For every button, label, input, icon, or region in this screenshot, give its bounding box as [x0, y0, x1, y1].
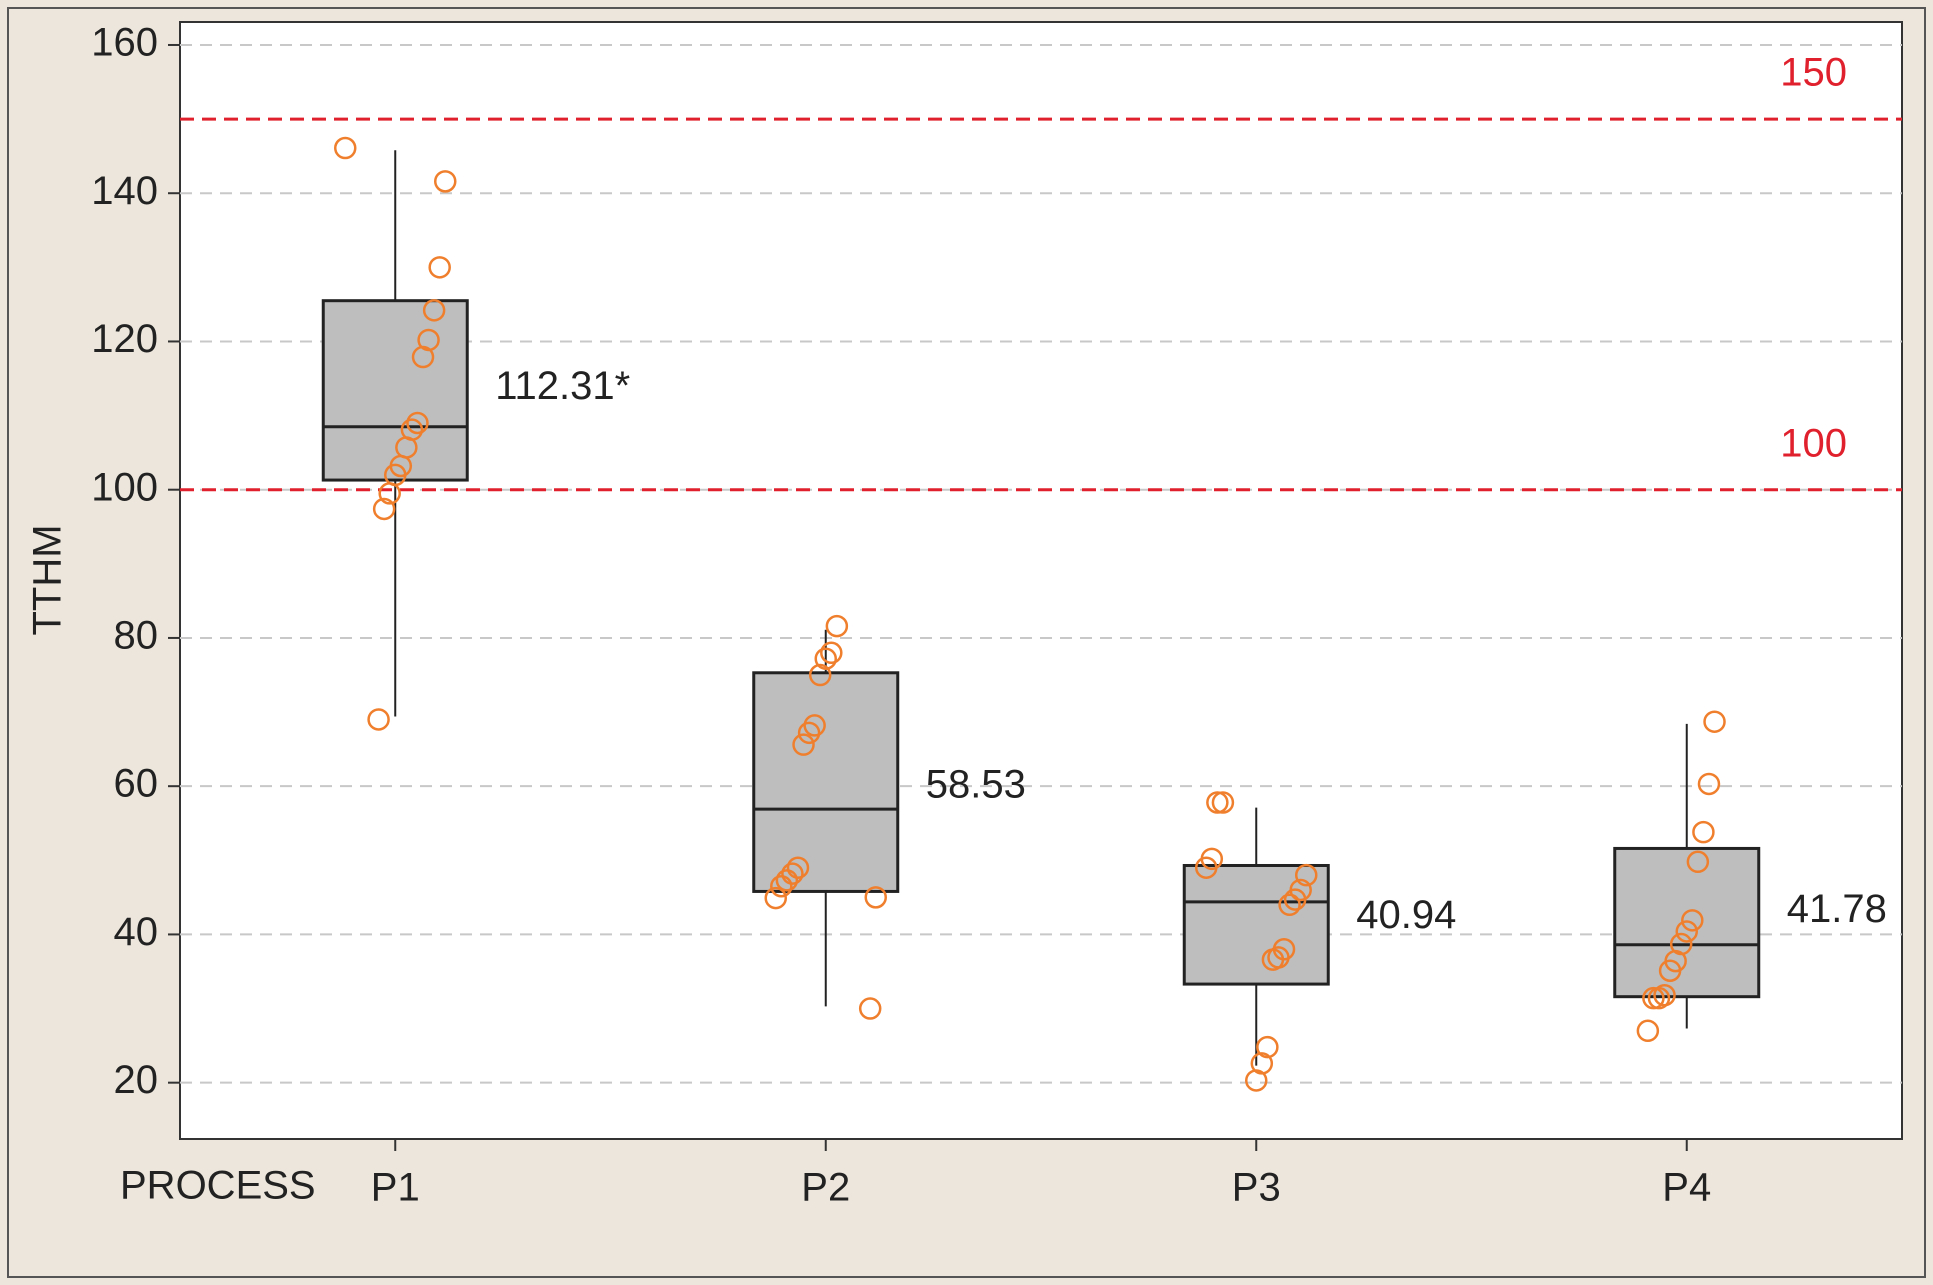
mean-label: 41.78 [1787, 887, 1887, 931]
point [864, 886, 887, 909]
x-tick-label: P1 [371, 1166, 420, 1210]
point [406, 411, 429, 435]
point [1675, 920, 1698, 943]
point [1686, 850, 1710, 874]
point [825, 614, 849, 638]
point [1256, 1035, 1279, 1059]
x-axis-label: PROCESS [120, 1164, 316, 1208]
point [428, 256, 451, 279]
point [367, 708, 390, 731]
point [858, 997, 882, 1020]
point [1261, 948, 1285, 971]
point [411, 345, 435, 369]
y-tick-label: 20 [114, 1058, 159, 1102]
point [1647, 986, 1671, 1010]
box [321, 299, 469, 482]
point [1206, 791, 1229, 814]
y-tick-label: 80 [114, 614, 159, 658]
y-tick-label: 100 [91, 465, 158, 509]
reference-label: 100 [1780, 421, 1847, 465]
mean-label: 40.94 [1356, 893, 1456, 937]
point [786, 856, 810, 879]
point [814, 647, 837, 670]
point [1278, 893, 1301, 917]
mean-label: 112.31* [495, 364, 630, 408]
point [1697, 772, 1721, 796]
point [808, 663, 832, 687]
point [1211, 791, 1235, 814]
point [820, 641, 843, 665]
reference-label: 150 [1780, 51, 1847, 95]
y-axis-label: TTHM [26, 524, 70, 635]
point [1703, 710, 1726, 733]
point [434, 170, 457, 193]
x-tick-label: P3 [1232, 1166, 1281, 1210]
point [1642, 986, 1665, 1010]
y-tick-label: 120 [91, 317, 158, 361]
x-tick-label: P2 [801, 1166, 850, 1210]
point [803, 714, 826, 737]
point [1692, 820, 1715, 844]
point [792, 733, 815, 756]
point [372, 497, 396, 521]
y-tick-label: 140 [91, 169, 158, 213]
point [422, 299, 446, 322]
point [781, 862, 804, 885]
point [334, 136, 357, 160]
x-tick-label: P4 [1662, 1166, 1711, 1210]
point [1195, 856, 1218, 879]
point [1658, 959, 1682, 982]
point [1283, 888, 1307, 911]
point [775, 869, 799, 892]
box [752, 671, 900, 893]
mean-label: 58.53 [926, 763, 1026, 807]
y-tick-label: 160 [91, 21, 158, 65]
point [797, 721, 821, 745]
point [1245, 1069, 1268, 1092]
y-tick-label: 60 [114, 762, 159, 806]
point [764, 886, 787, 910]
point [1295, 863, 1318, 887]
point [378, 482, 401, 505]
point [1681, 909, 1704, 932]
point [1636, 1019, 1660, 1043]
point [770, 874, 793, 898]
y-tick-label: 40 [114, 910, 159, 954]
